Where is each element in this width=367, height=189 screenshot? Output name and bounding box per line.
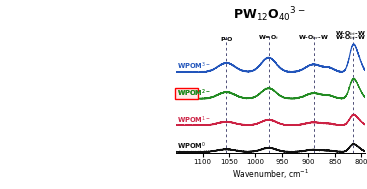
Text: W-O$_{br}$-W: W-O$_{br}$-W — [298, 33, 329, 42]
Text: W-O$_{bt}$-W: W-O$_{bt}$-W — [335, 33, 366, 42]
Text: W=O$_t$: W=O$_t$ — [258, 33, 279, 42]
X-axis label: Wavenumber, cm$^{-1}$: Wavenumber, cm$^{-1}$ — [232, 167, 309, 181]
Text: WPOM$^{1-}$: WPOM$^{1-}$ — [177, 114, 211, 126]
Text: WPOM$^{2-}$: WPOM$^{2-}$ — [177, 88, 211, 99]
Text: WPOM$^{3-}$: WPOM$^{3-}$ — [177, 61, 211, 73]
Bar — [175, 88, 198, 99]
Text: PW$_{12}$O$_{40}$$^{3-}$: PW$_{12}$O$_{40}$$^{3-}$ — [233, 6, 306, 24]
Text: WPOM$^{2-}$: WPOM$^{2-}$ — [177, 88, 211, 99]
Text: P-O: P-O — [220, 37, 233, 42]
Text: W-O$_{bt}$-W: W-O$_{bt}$-W — [335, 29, 366, 38]
Text: WPOM$^{0}$: WPOM$^{0}$ — [177, 141, 206, 152]
